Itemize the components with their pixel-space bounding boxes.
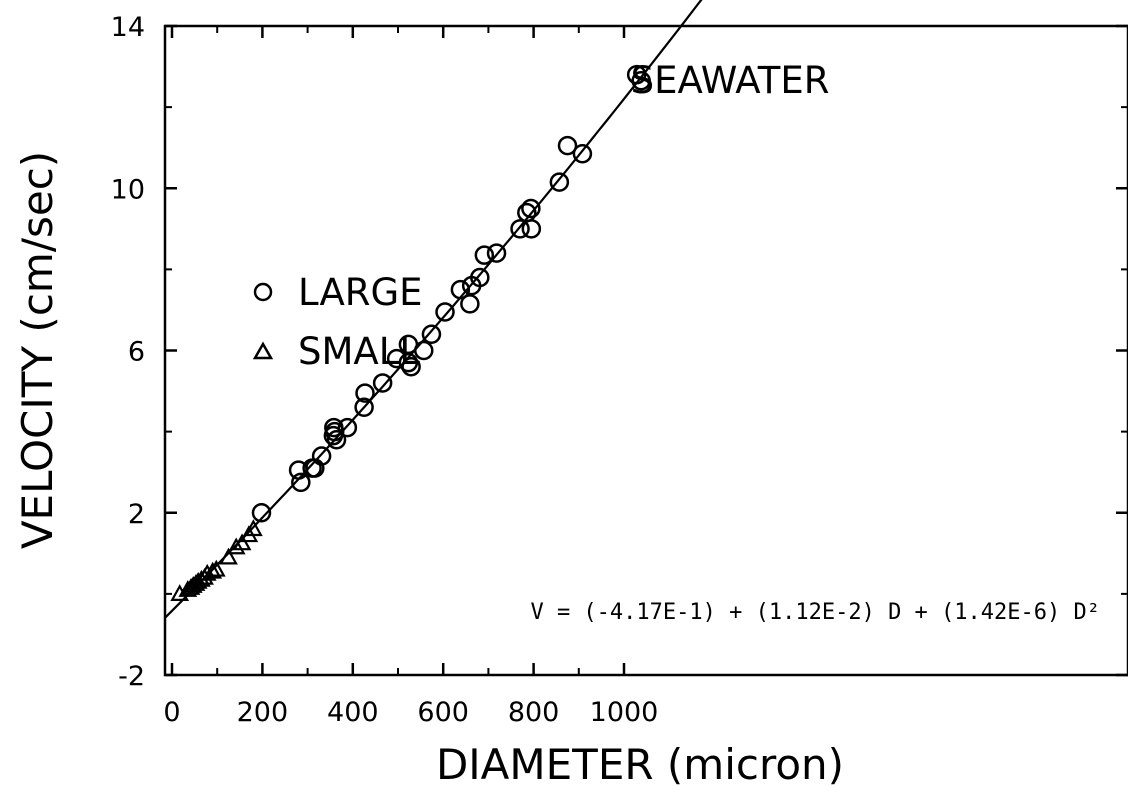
point-large [372, 373, 393, 393]
point-small [206, 559, 226, 577]
point-large [486, 243, 507, 263]
point-large [474, 245, 495, 265]
point-large [311, 446, 332, 466]
point-large [398, 352, 419, 373]
x-tick-label: 400 [327, 697, 379, 728]
point-large [510, 219, 530, 239]
point-small [203, 561, 223, 579]
y-tick-label: 6 [128, 337, 145, 368]
point-large [291, 472, 311, 493]
point-small [188, 571, 208, 589]
fit-equation: V = (-4.17E-1) + (1.12E-2) D + (1.42E-6)… [530, 600, 1100, 625]
point-large [631, 71, 651, 91]
point-small [243, 519, 263, 537]
x-tick-label: 0 [163, 697, 180, 728]
point-large [521, 198, 541, 219]
point-large [572, 144, 593, 164]
y-axis-title: VELOCITY (cm/sec) [13, 151, 62, 549]
point-large [549, 172, 570, 192]
x-axis-title: DIAMETER (micron) [436, 740, 844, 789]
point-small [226, 537, 246, 555]
point-large [401, 356, 421, 377]
fit-line [164, 0, 703, 619]
point-large [521, 219, 542, 239]
point-large [354, 397, 374, 418]
point-large [470, 267, 490, 288]
legend-circle-marker [253, 282, 273, 302]
point-large [324, 421, 345, 442]
tick-labels-group: 0 200 400 600 800 1000 -2 2 6 10 14 [111, 12, 659, 728]
legend-label-large: LARGE [298, 271, 423, 314]
point-large [421, 324, 442, 345]
legend-triangle-marker [252, 341, 274, 360]
point-large [251, 503, 272, 523]
x-tick-label: 600 [417, 697, 469, 728]
point-large [355, 383, 375, 403]
point-large [326, 429, 347, 450]
x-tick-label: 1000 [590, 697, 659, 728]
ticks-group [165, 24, 1128, 677]
legend-label-small: SMALL [298, 330, 420, 373]
y-tick-label: 14 [111, 12, 145, 43]
y-tick-label: 2 [128, 499, 145, 530]
y-tick-label: -2 [118, 661, 145, 692]
point-small [232, 533, 252, 551]
y-tick-label: 10 [111, 174, 145, 205]
x-tick-label: 200 [237, 697, 289, 728]
point-large [337, 417, 358, 438]
point-large [450, 279, 471, 300]
point-large [414, 340, 434, 361]
point-large [386, 348, 407, 369]
x-tick-label: 800 [508, 697, 560, 728]
point-large [435, 302, 455, 322]
chart-title: SEAWATER [631, 59, 830, 102]
point-small [219, 547, 238, 565]
legend: LARGE SMALL [252, 271, 423, 373]
point-large [557, 135, 578, 156]
point-large [460, 294, 480, 314]
fit-layer [164, 0, 703, 619]
points-layer [170, 64, 651, 601]
